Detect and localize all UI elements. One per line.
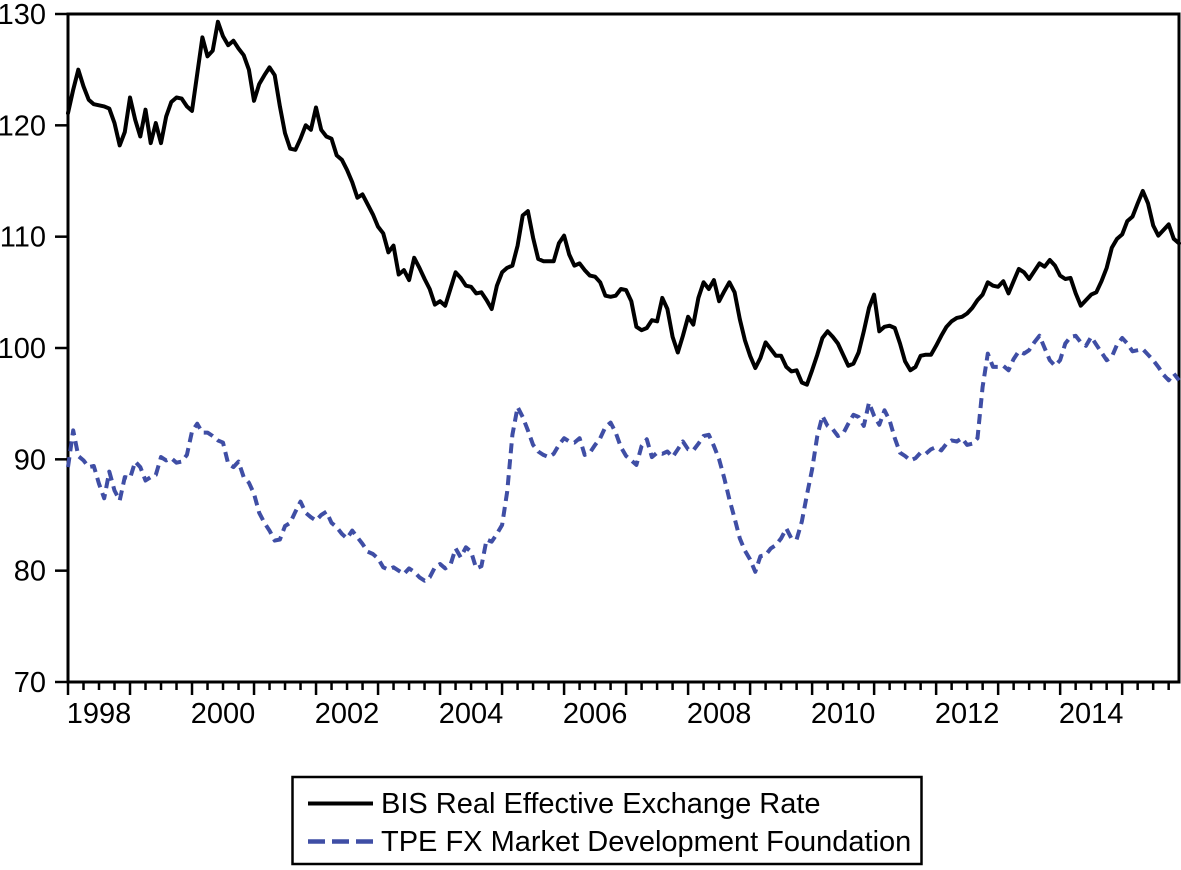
- y-axis-ticks: [55, 12, 68, 684]
- legend-label-bis: BIS Real Effective Exchange Rate: [381, 788, 821, 820]
- x-tick-label: 2000: [191, 698, 256, 730]
- x-tick-label: 2010: [811, 698, 876, 730]
- legend-box: [291, 775, 923, 866]
- x-tick-label: 2006: [563, 698, 628, 730]
- y-tick-label: 130: [0, 0, 46, 31]
- y-tick-label: 110: [0, 222, 46, 254]
- y-tick-label: 90: [14, 444, 46, 476]
- x-axis-ticks: [66, 682, 1170, 695]
- x-tick-label: 2014: [1059, 698, 1124, 730]
- x-tick-label: 2008: [687, 698, 752, 730]
- x-axis-labels: 1998 2000 2002 2004 2006 2008 2010 2012 2014: [67, 698, 1124, 730]
- y-tick-label: 80: [14, 556, 46, 588]
- x-tick-label: 2012: [935, 698, 1000, 730]
- y-tick-label: 70: [14, 667, 46, 699]
- plot-frame: [66, 12, 1181, 684]
- y-tick-label: 100: [0, 333, 46, 365]
- x-tick-label: 2002: [315, 698, 380, 730]
- series-tpe-fx-line: [66, 333, 1181, 583]
- y-axis-labels: 70 80 90 100 110 120 130: [0, 0, 46, 699]
- series-bis-reer-line: [66, 19, 1181, 387]
- x-tick-label: 1998: [67, 698, 132, 730]
- legend-label-tpe: TPE FX Market Development Foundation: [381, 826, 911, 858]
- y-tick-label: 120: [0, 110, 46, 142]
- legend: BIS Real Effective Exchange Rate TPE FX …: [291, 775, 923, 866]
- x-tick-label: 2004: [439, 698, 504, 730]
